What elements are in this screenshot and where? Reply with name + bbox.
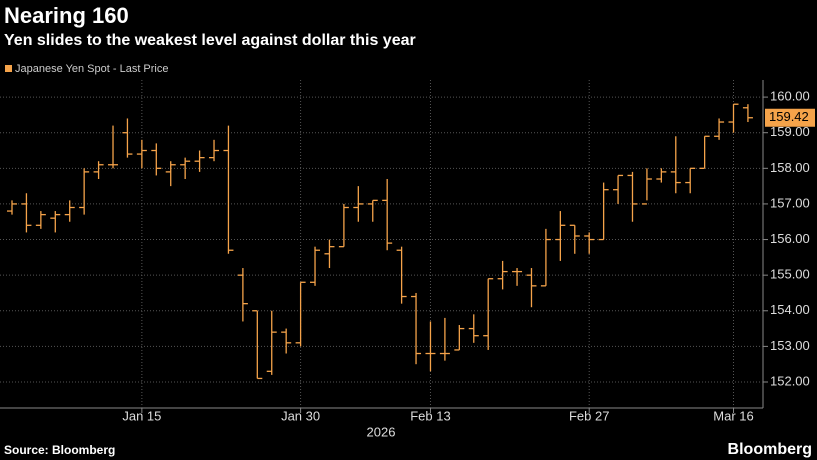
x-axis-label: 2026	[367, 424, 396, 439]
x-tick-label: Mar 16	[713, 408, 753, 423]
y-tick-label: 159.00	[770, 124, 810, 139]
x-tick-label: Feb 13	[410, 408, 450, 423]
y-tick-label: 157.00	[770, 195, 810, 210]
x-tick-label: Jan 30	[281, 408, 320, 423]
y-tick-label: 156.00	[770, 231, 810, 246]
chart-subtitle: Yen slides to the weakest level against …	[4, 32, 416, 49]
y-tick-label: 154.00	[770, 302, 810, 317]
y-tick-label: 153.00	[770, 338, 810, 353]
last-price-tag: 159.42	[769, 109, 809, 124]
x-tick-label: Feb 27	[569, 408, 609, 423]
y-tick-label: 155.00	[770, 267, 810, 282]
brand: Bloomberg	[728, 441, 812, 458]
y-tick-label: 152.00	[770, 373, 810, 388]
legend-swatch	[5, 65, 12, 72]
legend-label: Japanese Yen Spot - Last Price	[15, 63, 169, 75]
y-tick-label: 160.00	[770, 89, 810, 104]
y-tick-label: 158.00	[770, 160, 810, 175]
x-tick-label: Jan 15	[122, 408, 161, 423]
source: Source: Bloomberg	[4, 443, 115, 457]
last-price-tag-bg	[765, 108, 815, 127]
chart-title: Nearing 160	[4, 3, 129, 28]
